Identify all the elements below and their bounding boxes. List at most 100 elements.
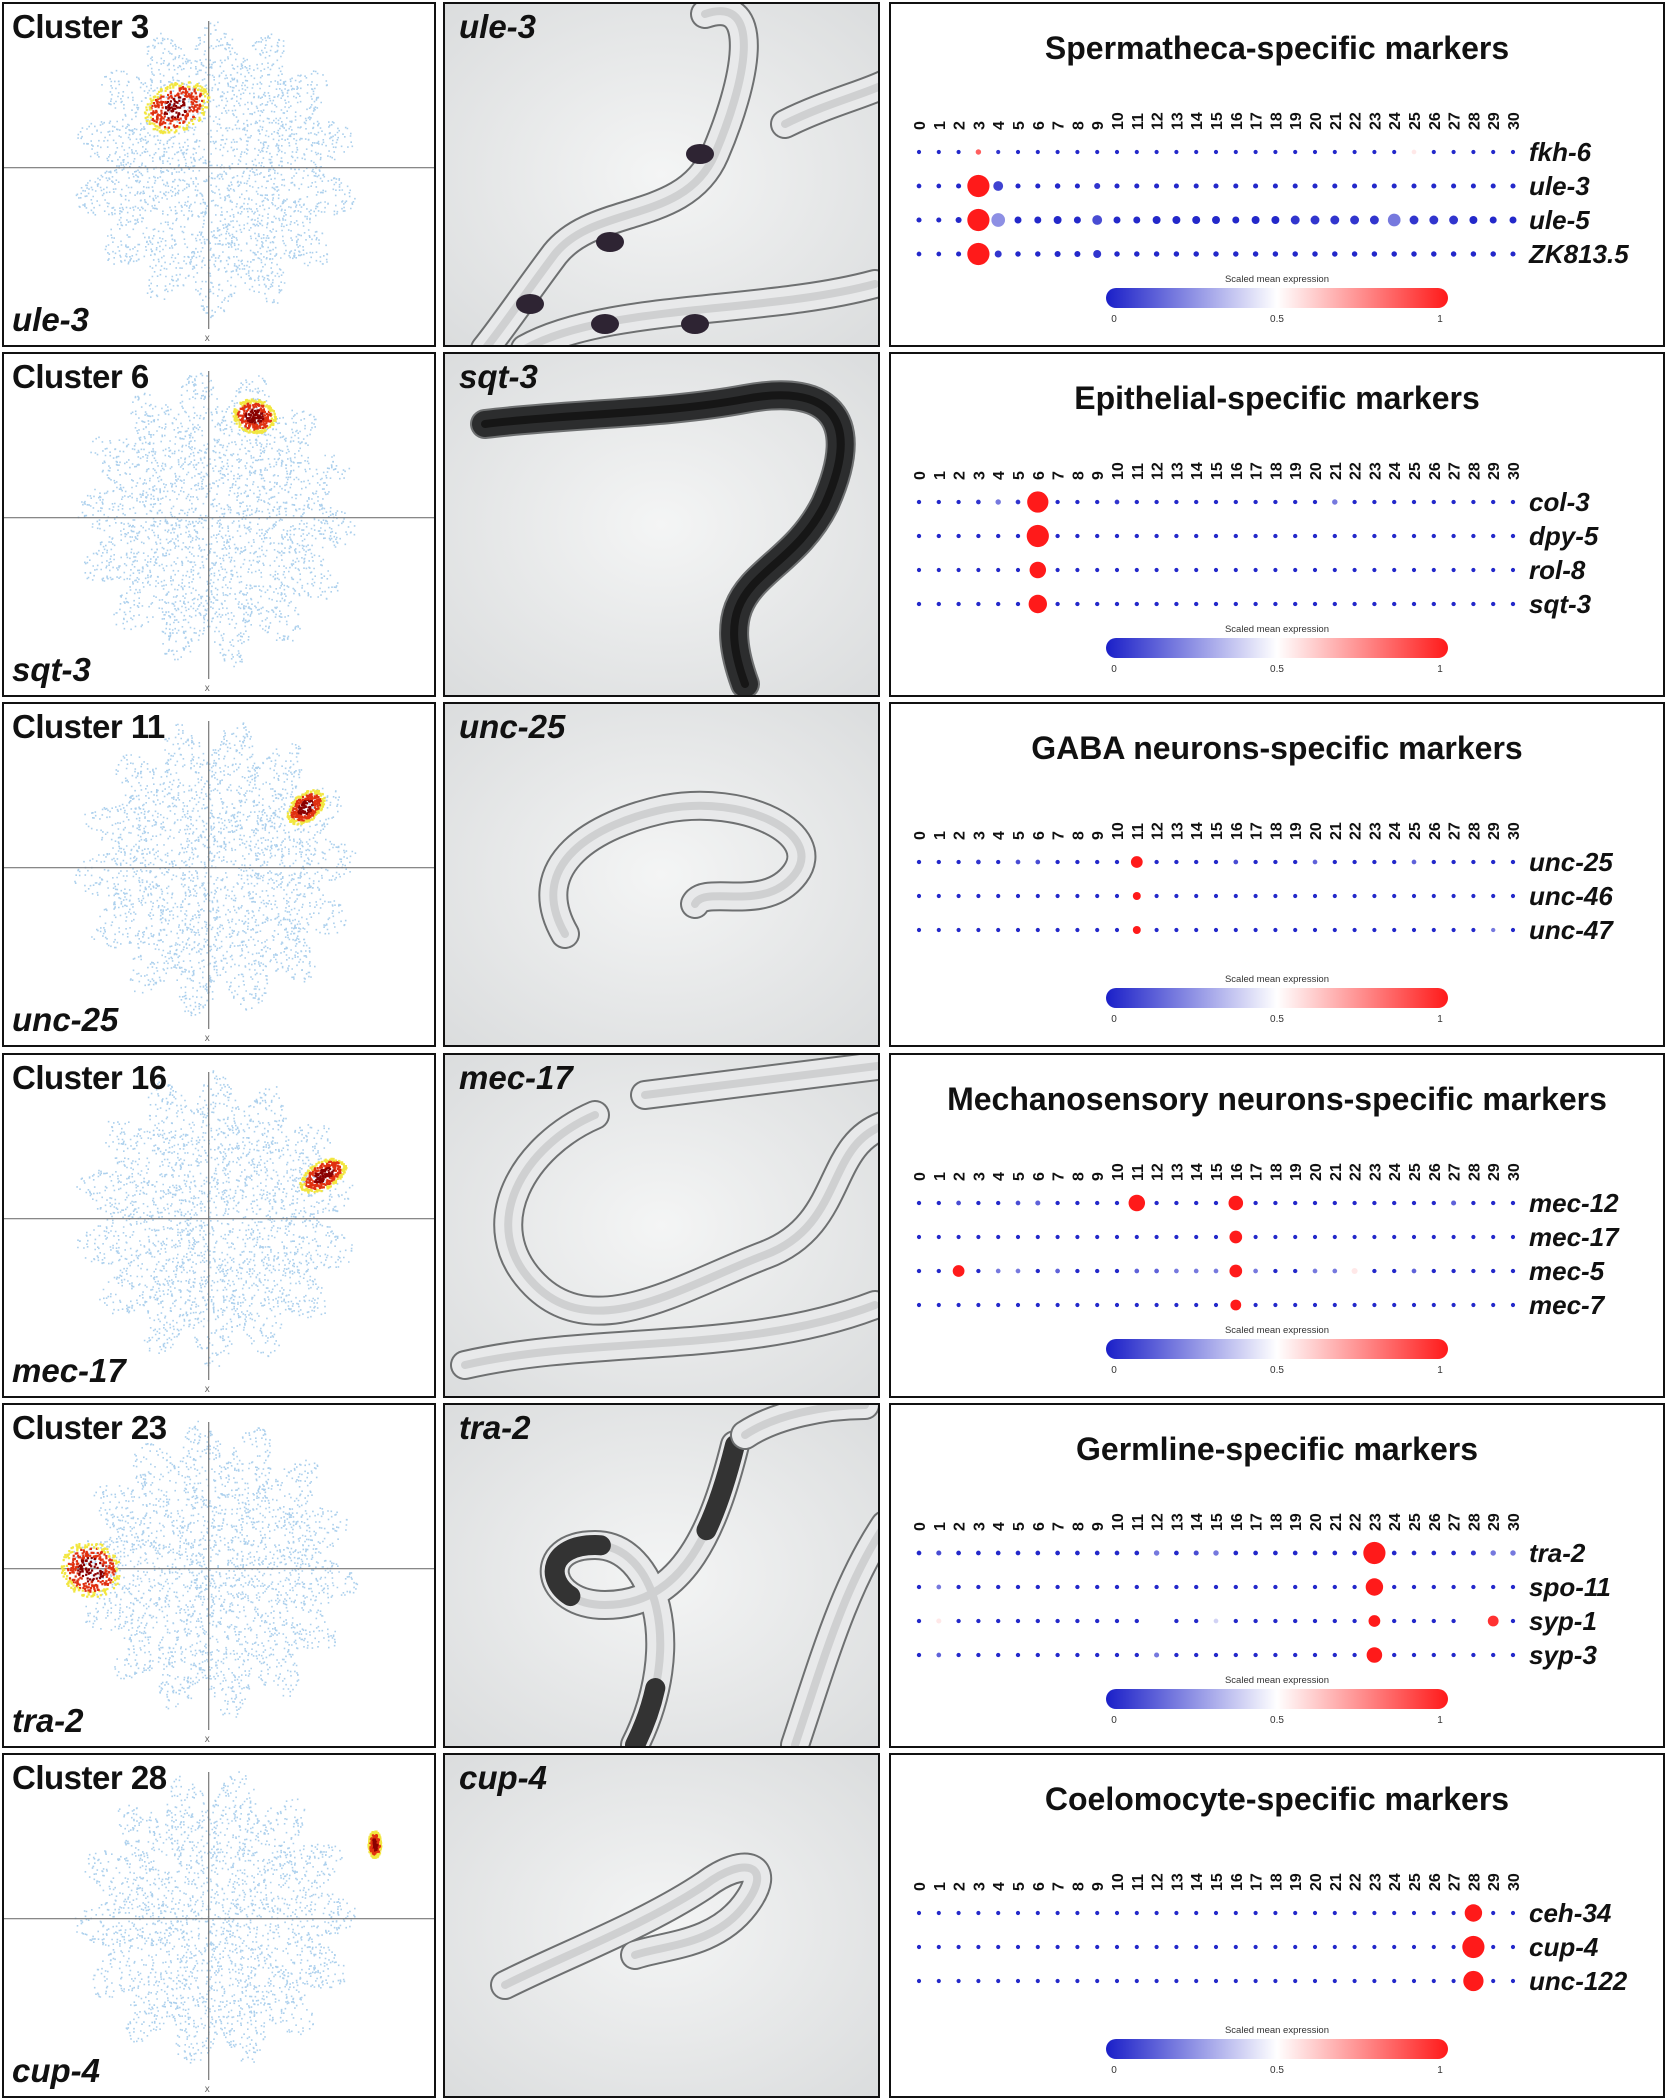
expression-dot [956, 927, 961, 933]
cluster-tick-label: 21 [1328, 822, 1345, 840]
expression-dot [1055, 859, 1060, 865]
expression-dot [1293, 1652, 1298, 1658]
tsne-points [73, 1420, 359, 1718]
expression-dot [1154, 149, 1159, 155]
expression-dot [1293, 1978, 1298, 1984]
expression-dot [1095, 149, 1100, 155]
colorbar-tick: 1 [1437, 2065, 1443, 2076]
expression-dot [1293, 567, 1298, 573]
cluster-tick-label: 18 [1268, 822, 1285, 840]
expression-dot [1352, 567, 1357, 573]
cluster-tick-label: 11 [1130, 113, 1147, 130]
expression-dot [1273, 859, 1278, 865]
expression-dot [1213, 859, 1219, 865]
tsne-hotspot [299, 1157, 348, 1194]
expression-dot [1351, 1267, 1358, 1275]
expression-dot [1027, 491, 1049, 513]
expression-dot [967, 242, 990, 266]
expression-dot [1154, 499, 1159, 505]
expression-dot [1510, 893, 1516, 899]
expression-dot [995, 1268, 1001, 1274]
cluster-tick-label: 27 [1447, 1513, 1464, 1531]
expression-dot [1095, 927, 1100, 933]
expression-dot [1028, 594, 1047, 614]
expression-dot [1055, 1618, 1060, 1624]
expression-dot [1510, 1618, 1516, 1624]
expression-dot [1431, 601, 1436, 607]
cluster-tick-label: 8 [1070, 471, 1087, 480]
tsne-plot: x [4, 21, 434, 344]
cluster-tick-label: 20 [1308, 462, 1325, 480]
expression-dot [1273, 1978, 1278, 1984]
colorbar: Scaled mean expression 0 0.5 1 [1106, 2025, 1448, 2076]
worm-image-panel: cup-4 [443, 1753, 880, 2098]
tsne-gene-label: sqt-3 [12, 651, 91, 688]
expression-dot [1352, 1910, 1357, 1916]
cluster-tick-label: 3 [971, 1522, 988, 1531]
cluster-tick-label: 10 [1110, 1163, 1127, 1181]
expression-dot [1491, 1200, 1496, 1206]
expression-dot [1095, 533, 1100, 539]
expression-dot [1363, 1541, 1386, 1565]
expression-dot [1015, 499, 1021, 505]
expression-dot [1391, 183, 1397, 189]
expression-dot [936, 499, 941, 505]
staining-spot [591, 314, 619, 334]
expression-dot [1213, 1944, 1219, 1950]
cluster-tick-label: 19 [1288, 1513, 1305, 1531]
expression-dot [1451, 1978, 1456, 1984]
expression-dot [1194, 927, 1199, 933]
expression-dot [1471, 1200, 1476, 1206]
expression-dot [1154, 1268, 1159, 1274]
expression-dot [1095, 1618, 1100, 1624]
cluster-tick-label: 8 [1070, 1882, 1087, 1891]
cluster-tick-label: 11 [1130, 1164, 1147, 1181]
expression-dot [1114, 1910, 1120, 1916]
expression-dot [967, 208, 990, 232]
expression-dot [1213, 927, 1219, 933]
expression-dot [1213, 1618, 1219, 1624]
expression-dot [1431, 927, 1436, 933]
expression-dot [1392, 1618, 1397, 1624]
gene-label: ZK813.5 [1528, 239, 1629, 269]
expression-dot [1312, 1910, 1318, 1916]
expression-dot [1352, 1618, 1357, 1624]
expression-dot [1491, 499, 1496, 505]
cluster-tick-label: 7 [1051, 471, 1068, 480]
expression-dot [1194, 499, 1199, 505]
cluster-tick-label: 6 [1031, 1882, 1048, 1891]
colorbar-tick: 0 [1111, 664, 1117, 675]
expression-dot [1451, 927, 1456, 933]
expression-dot [1372, 533, 1377, 539]
expression-dot [1233, 251, 1239, 257]
expression-dot [1134, 1978, 1139, 1984]
expression-dot [1055, 893, 1060, 899]
expression-dot [1095, 893, 1100, 899]
colorbar-tick: 0.5 [1270, 664, 1284, 675]
cluster-tick-label: 23 [1367, 1513, 1384, 1531]
expression-dot [1213, 893, 1219, 899]
expression-dot [1174, 1268, 1179, 1274]
worm-gene-label: cup-4 [459, 1759, 548, 1796]
expression-dot [1332, 567, 1337, 573]
expression-dot [1133, 216, 1141, 224]
expression-dot [936, 927, 941, 933]
colorbar-label: Scaled mean expression [1225, 1325, 1329, 1336]
expression-dot [1253, 499, 1258, 505]
expression-dot [1054, 250, 1061, 258]
expression-dot [1253, 533, 1258, 539]
tsne-cluster-label: Cluster 3 [12, 8, 149, 45]
expression-dot [1132, 926, 1141, 934]
expression-dot [1471, 927, 1476, 933]
expression-dot [1252, 251, 1259, 257]
expression-dot [1411, 601, 1417, 607]
expression-dot [1075, 1268, 1080, 1274]
expression-dot [1411, 1978, 1417, 1984]
expression-dot [967, 174, 990, 198]
colorbar: Scaled mean expression 0 0.5 1 [1106, 274, 1448, 325]
expression-dot [1372, 893, 1377, 899]
expression-dot [1293, 601, 1298, 607]
gene-label: rol-8 [1529, 555, 1586, 585]
expression-dot [1491, 1910, 1496, 1916]
expression-dot [916, 1944, 922, 1950]
